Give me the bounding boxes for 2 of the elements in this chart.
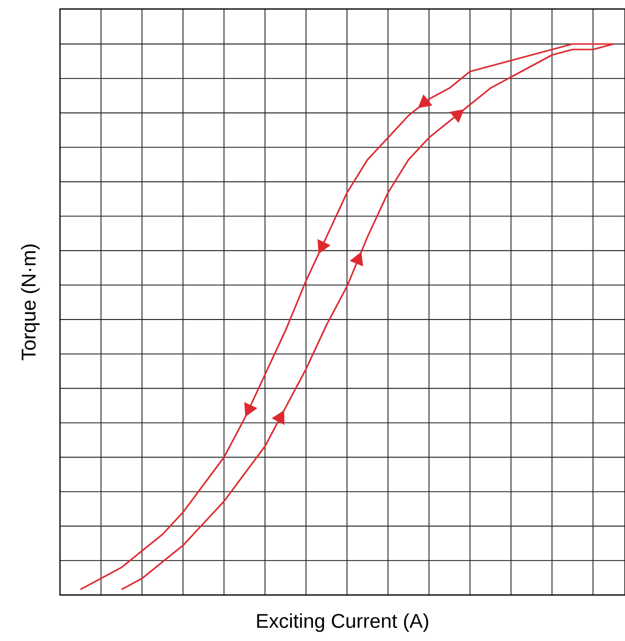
x-axis-title: Exciting Current (A) — [257, 613, 428, 632]
y-axis-title: Torque (N·m) — [21, 244, 40, 360]
